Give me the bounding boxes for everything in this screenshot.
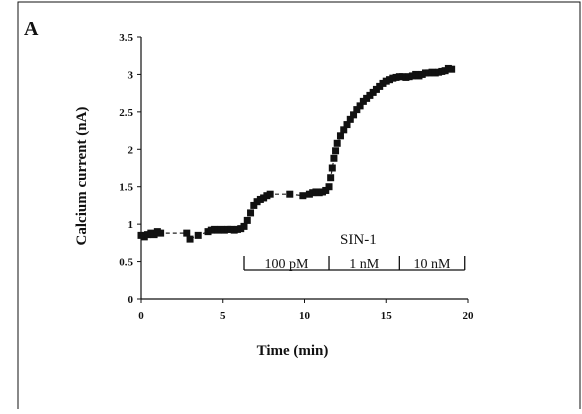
data-point — [250, 201, 258, 209]
y-tick-label: 0 — [128, 294, 134, 306]
plot-group — [137, 64, 456, 243]
data-point — [299, 192, 307, 200]
x-tick-label: 15 — [381, 310, 393, 322]
x-tick-label: 20 — [463, 310, 475, 322]
panel-label: A — [24, 18, 39, 40]
data-point — [340, 126, 348, 134]
data-point — [353, 106, 361, 114]
data-point — [356, 102, 364, 110]
data-point — [350, 111, 358, 119]
data-point — [327, 174, 335, 182]
data-point — [336, 132, 344, 140]
data-point — [343, 121, 351, 129]
y-axis-label: Calcium current (nA) — [74, 107, 90, 246]
y-tick-label: 1.5 — [119, 182, 133, 194]
data-point — [186, 235, 194, 243]
data-point — [240, 222, 248, 230]
data-point — [194, 231, 202, 239]
data-point — [448, 65, 456, 73]
data-point — [333, 139, 341, 147]
data-point — [286, 190, 294, 198]
x-tick-label: 10 — [299, 310, 311, 322]
data-point — [346, 115, 354, 123]
data-point — [183, 229, 191, 237]
data-point — [266, 190, 274, 198]
y-tick-label: 0.5 — [119, 257, 133, 269]
figure-border — [17, 1, 581, 414]
data-point — [325, 183, 333, 191]
data-point — [322, 186, 330, 194]
data-point — [157, 229, 165, 237]
y-tick-label: 2.5 — [119, 107, 133, 119]
y-tick-label: 3.5 — [119, 32, 133, 44]
data-point — [247, 209, 255, 217]
data-point — [330, 154, 338, 162]
concentration-label: 100 pM — [265, 257, 310, 272]
data-point — [243, 216, 251, 224]
data-point — [332, 147, 340, 155]
y-tick-label: 2 — [128, 144, 134, 156]
annotation-group: 100 pM 1 nM 10 nM — [243, 256, 466, 272]
x-tick-label: 0 — [138, 310, 144, 322]
series-line — [140, 67, 452, 240]
data-point — [328, 164, 336, 172]
x-tick-label: 5 — [220, 310, 226, 322]
y-tick-label: 1 — [128, 219, 134, 231]
x-axis-label: Time (min) — [257, 343, 329, 359]
y-tick-label: 3 — [128, 69, 134, 81]
concentration-label: 10 nM — [414, 257, 452, 272]
drug-label: SIN-1 — [340, 232, 377, 248]
axes-group: 0 5 10 15 20 0 0.5 1 1.5 2 2.5 3 3.5 — [119, 32, 474, 322]
concentration-label: 1 nM — [349, 257, 380, 272]
